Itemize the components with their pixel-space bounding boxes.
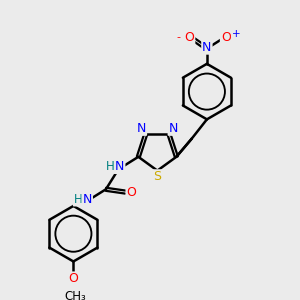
Text: H: H: [106, 160, 115, 173]
Text: H: H: [74, 193, 82, 206]
Text: O: O: [221, 31, 231, 44]
Text: O: O: [68, 272, 78, 285]
Text: N: N: [202, 41, 212, 54]
Text: N: N: [137, 122, 146, 135]
Text: CH₃: CH₃: [64, 290, 86, 300]
Text: N: N: [115, 160, 124, 173]
Text: -: -: [176, 32, 180, 42]
Text: O: O: [184, 31, 194, 44]
Text: O: O: [127, 186, 136, 199]
Text: N: N: [82, 193, 92, 206]
Text: S: S: [153, 170, 161, 183]
Text: +: +: [232, 29, 240, 39]
Text: N: N: [169, 122, 178, 135]
